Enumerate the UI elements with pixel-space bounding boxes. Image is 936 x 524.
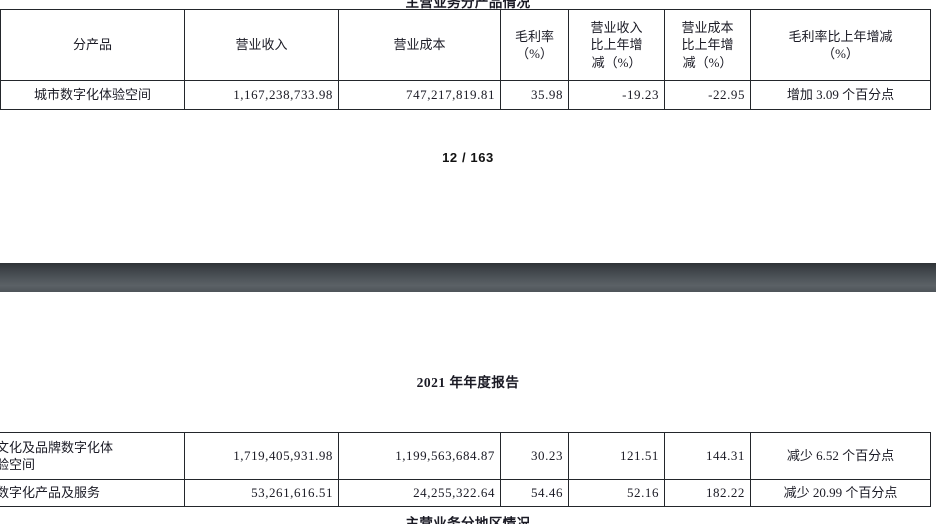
column-header-revenue-yoy-line1: 营业收入 <box>590 20 643 36</box>
cell-margin-yoy: 减少 20.99 个百分点 <box>750 479 931 507</box>
cell-cost-yoy: 144.31 <box>664 432 751 480</box>
pdf-page-upper: 主营业务分产品情况 分产品 营业收入 营业成本 毛利率 （%） 营业收入 比上年… <box>0 0 931 165</box>
main-business-by-product-table-continued: 分产品 营业收入 营业成本 毛利率 （%） 营业收入 比上年增 减（%） 营业成… <box>0 9 931 110</box>
cell-revenue: 53,261,616.51 <box>184 479 339 507</box>
column-header-cost-yoy: 营业成本 比上年增 减（%） <box>664 9 751 81</box>
cell-revenue: 1,719,405,931.98 <box>184 432 339 480</box>
column-header-revenue-yoy-line3: 减（%） <box>591 54 642 70</box>
page-number-indicator[interactable]: 12 / 163 <box>442 150 494 165</box>
column-header-margin-yoy-line1: 毛利率比上年增减 <box>788 28 893 44</box>
cell-revenue-yoy: -19.23 <box>568 80 665 110</box>
column-header-margin-yoy-line2: （%） <box>822 46 859 61</box>
column-header-product: 分产品 <box>0 9 185 81</box>
section-heading-main-business-by-product: 主营业务分产品情况 <box>405 0 531 9</box>
cell-revenue-yoy: 121.51 <box>568 432 665 480</box>
cell-margin-yoy: 增加 3.09 个百分点 <box>750 80 931 110</box>
column-header-revenue: 营业收入 <box>184 9 339 81</box>
cell-cost: 1,199,563,684.87 <box>338 432 501 480</box>
column-header-cost-yoy-line1: 营业成本 <box>681 20 734 36</box>
table-row: 数字化产品及服务 53,261,616.51 24,255,322.64 54.… <box>0 479 931 507</box>
cell-product: 数字化产品及服务 <box>0 479 185 507</box>
column-header-gross-margin-line2: （%） <box>516 46 553 61</box>
cell-margin-yoy: 减少 6.52 个百分点 <box>750 432 931 480</box>
main-business-by-product-table-next-page: 文化及品牌数字化体 验空间 1,719,405,931.98 1,199,563… <box>0 432 931 507</box>
cell-cost: 747,217,819.81 <box>338 80 501 110</box>
cell-revenue: 1,167,238,733.98 <box>184 80 339 110</box>
table-row: 城市数字化体验空间 1,167,238,733.98 747,217,819.8… <box>0 80 931 110</box>
cell-product: 城市数字化体验空间 <box>0 80 185 110</box>
column-header-margin-yoy: 毛利率比上年增减 （%） <box>750 9 931 81</box>
column-header-gross-margin-line1: 毛利率 <box>514 28 554 44</box>
section-heading-main-business-by-region: 主营业务分地区情况 <box>405 516 531 524</box>
cell-gross-margin: 35.98 <box>500 80 569 110</box>
cell-gross-margin: 54.46 <box>500 479 569 507</box>
cell-cost: 24,255,322.64 <box>338 479 501 507</box>
cell-product-line1: 文化及品牌数字化体 <box>0 439 114 455</box>
column-header-revenue-yoy-line2: 比上年增 <box>590 37 643 53</box>
column-header-cost-yoy-line3: 减（%） <box>682 54 733 70</box>
column-header-revenue-yoy: 营业收入 比上年增 减（%） <box>568 9 665 81</box>
cell-product: 文化及品牌数字化体 验空间 <box>0 432 185 480</box>
page-separator-band <box>0 263 936 292</box>
cell-cost-yoy: -22.95 <box>664 80 751 110</box>
table-row: 文化及品牌数字化体 验空间 1,719,405,931.98 1,199,563… <box>0 432 931 480</box>
column-header-cost: 营业成本 <box>338 9 501 81</box>
cell-product-line2: 验空间 <box>0 457 36 472</box>
table-header-row: 分产品 营业收入 营业成本 毛利率 （%） 营业收入 比上年增 减（%） 营业成… <box>0 9 931 81</box>
cell-cost-yoy: 182.22 <box>664 479 751 507</box>
running-header-annual-report: 2021 年年度报告 <box>416 375 520 390</box>
column-header-gross-margin: 毛利率 （%） <box>500 9 569 81</box>
cell-gross-margin: 30.23 <box>500 432 569 480</box>
cell-revenue-yoy: 52.16 <box>568 479 665 507</box>
column-header-cost-yoy-line2: 比上年增 <box>681 37 734 53</box>
